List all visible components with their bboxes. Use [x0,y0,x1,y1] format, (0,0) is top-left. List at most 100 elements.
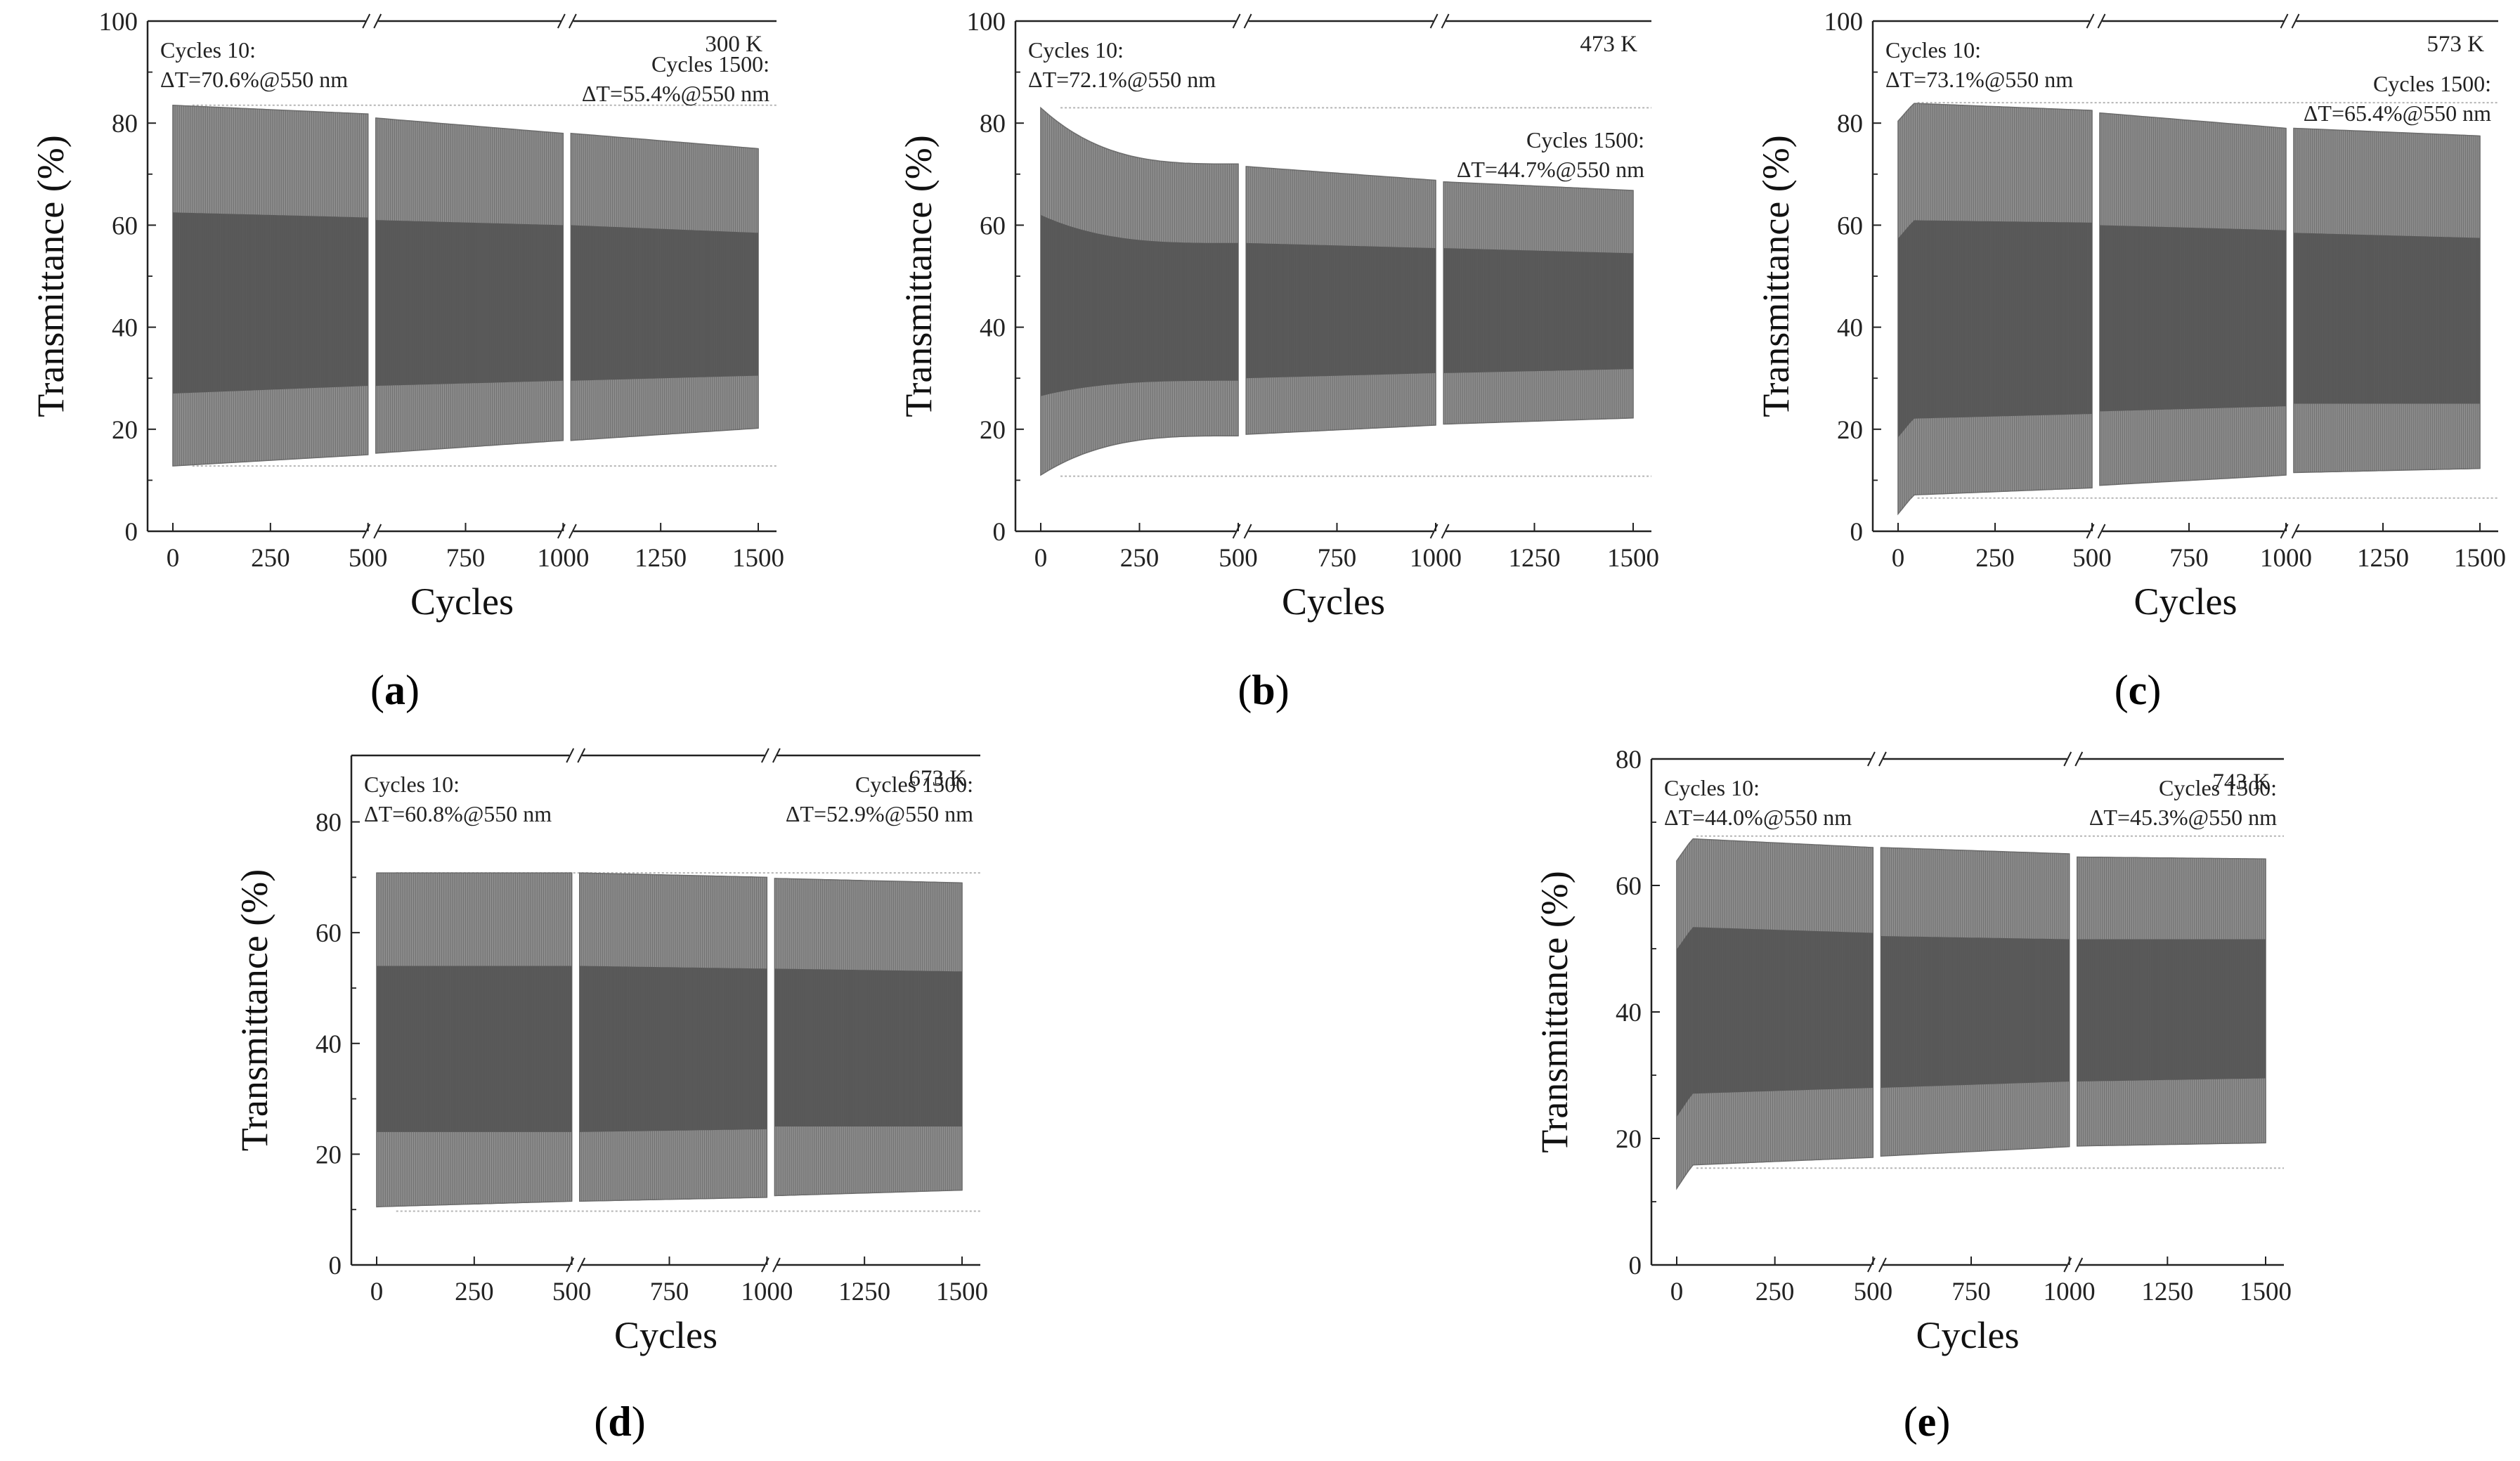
axis-break-mark [373,524,382,539]
axis-break-mark [362,13,371,29]
y-tick-label: 80 [112,110,138,138]
y-tick-label: 100 [99,8,138,37]
annotation-start-title: Cycles 10: [160,37,256,63]
annotation-end-value: ΔT=55.4%@550 nm [582,81,769,106]
axis-break-mark [1867,751,1876,767]
x-tick-label: 250 [1120,544,1160,573]
annotation-end-title: Cycles 1500: [2373,71,2491,96]
x-tick-label: 1000 [741,1278,793,1306]
axis-break-mark [2280,13,2289,29]
y-tick-label: 20 [980,416,1006,445]
axis-break-gap [2067,1261,2080,1269]
axis-break-mark [1243,524,1252,539]
x-tick-label: 250 [1975,544,2015,573]
y-tick-label: 80 [980,110,1006,138]
axis-break-mark [772,1257,781,1273]
axis-break-gap [2089,527,2103,535]
axis-break-mark [2291,13,2300,29]
annotation-start-title: Cycles 10: [1028,37,1124,63]
y-tick-label: 0 [1850,518,1864,547]
temperature-label: 473 K [1580,32,1637,57]
temperature-label: 300 K [705,32,762,57]
y-tick-label: 100 [967,8,1006,37]
y-tick-label: 80 [1837,110,1863,138]
y-tick-label: 0 [329,1252,342,1280]
x-tick-label: 0 [1670,1278,1684,1306]
axis-break-mark [1878,751,1887,767]
x-axis-title: Cycles [1916,1314,2020,1356]
y-tick-label: 40 [980,314,1006,343]
y-axis-title: Transmittance (%) [30,135,72,417]
panel-label: (c) [2115,667,2162,713]
axis-break-gap [1235,527,1249,535]
axis-break-mark [2291,524,2300,539]
axis-break-gap [2089,17,2103,25]
annotation-start-value: ΔT=60.8%@550 nm [364,801,552,826]
annotation-start-title: Cycles 10: [1664,775,1760,800]
temperature-label: 743 K [2212,770,2270,795]
annotation-start-value: ΔT=72.1%@550 nm [1028,67,1216,92]
axis-break-mark [760,748,769,763]
y-tick-label: 60 [980,212,1006,240]
y-tick-label: 0 [125,518,138,547]
x-axis-title: Cycles [614,1314,717,1356]
panel-label: (d) [594,1398,645,1445]
annotation-end-value: ΔT=45.3%@550 nm [2089,805,2277,830]
annotation-start-value: ΔT=73.1%@550 nm [1885,67,2073,92]
axis-break-mark [1441,13,1450,29]
x-tick-label: 1000 [2044,1278,2096,1306]
axis-break-mark [2074,1257,2084,1273]
axis-break-mark [557,13,566,29]
x-tick-label: 1000 [537,544,589,573]
y-tick-label: 20 [316,1141,342,1169]
axis-break-mark [566,748,575,763]
axis-break-mark [1878,1257,1887,1273]
annotation-end-value: ΔT=44.7%@550 nm [1457,157,1644,182]
axis-break-gap [365,17,379,25]
y-tick-label: 0 [993,518,1006,547]
x-tick-label: 1000 [1410,544,1462,573]
axis-break-gap [2283,527,2297,535]
y-axis-title: Transmittance (%) [1755,135,1797,417]
x-tick-label: 750 [1318,544,1357,573]
axis-break-mark [1441,524,1450,539]
y-axis-title: Transmittance (%) [897,135,940,417]
x-tick-label: 1500 [2454,544,2506,573]
annotation-end-value: ΔT=65.4%@550 nm [2304,100,2491,126]
y-tick-label: 100 [1824,8,1864,37]
axis-break-mark [2086,13,2095,29]
x-tick-label: 1500 [732,544,784,573]
y-tick-label: 20 [1616,1125,1642,1154]
y-tick-label: 40 [316,1030,342,1059]
axis-break-mark [1243,13,1252,29]
x-tick-label: 0 [167,544,180,573]
axis-break-gap [1870,755,1883,763]
axis-break-gap [764,751,777,760]
x-axis-title: Cycles [2134,580,2238,623]
x-tick-label: 0 [1892,544,1905,573]
axis-break-mark [577,748,586,763]
x-axis-title: Cycles [410,580,514,623]
y-tick-label: 0 [1629,1252,1642,1280]
y-tick-label: 60 [112,212,138,240]
y-tick-label: 60 [1837,212,1863,240]
x-tick-label: 500 [1219,544,1258,573]
x-tick-label: 0 [1034,544,1048,573]
x-tick-label: 1500 [936,1278,988,1306]
x-tick-label: 1250 [2141,1278,2193,1306]
axis-break-mark [2074,751,2084,767]
y-tick-label: 20 [1837,416,1863,445]
axis-break-mark [2097,13,2106,29]
annotation-end-value: ΔT=52.9%@550 nm [786,801,973,826]
axis-break-gap [365,527,379,535]
axis-break-gap [1235,17,1249,25]
annotation-end-title: Cycles 1500: [1526,127,1644,152]
y-tick-label: 20 [112,416,138,445]
y-tick-label: 40 [1616,999,1642,1027]
axis-break-mark [568,524,577,539]
temperature-label: 673 K [909,766,966,791]
